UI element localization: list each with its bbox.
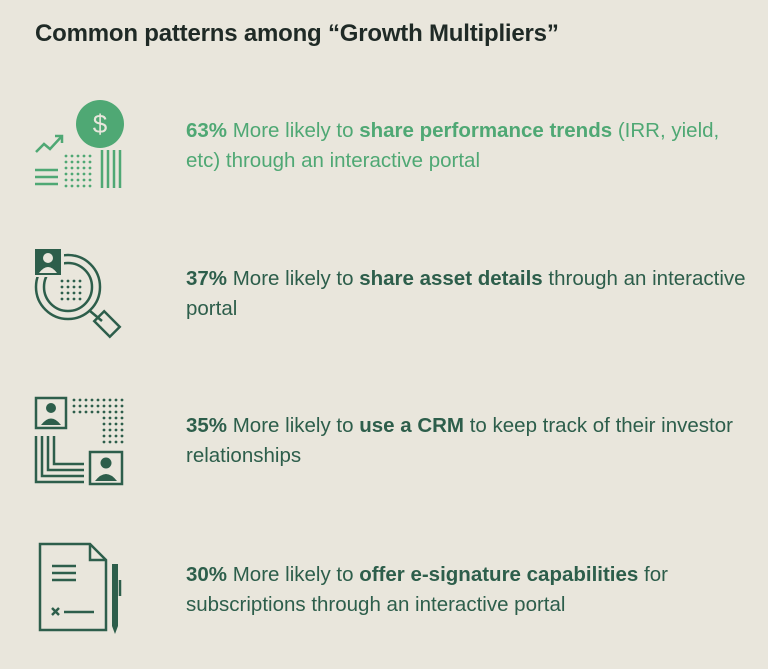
pattern-text-asset-details: 37% More likely to share asset details t… [186,264,746,324]
pattern-rest: (IRR, yield, etc) through an interactive… [186,119,720,172]
growth-dollar-chart-icon: $ [30,100,130,200]
crm-contacts-icon [30,392,130,492]
pattern-highlight: share asset details [359,267,543,290]
pattern-percent: 30% [186,563,228,586]
asset-search-magnifier-icon [30,245,130,345]
svg-text:$: $ [93,109,108,139]
pattern-lead: More likely to [232,414,354,437]
pattern-rest: for subscriptions through an interactive… [186,563,668,616]
pattern-text-e-signature: 30% More likely to offer e-signature cap… [186,560,746,620]
pattern-text-performance-trends: 63% More likely to share performance tre… [186,116,746,176]
pattern-lead: More likely to [232,267,354,290]
pattern-item-crm: 35% More likely to use a CRM to keep tra… [0,392,768,502]
pattern-item-asset-details: 37% More likely to share asset details t… [0,245,768,355]
pattern-text-crm: 35% More likely to use a CRM to keep tra… [186,411,746,471]
pattern-highlight: share performance trends [359,119,613,142]
pattern-highlight: use a CRM [359,414,465,437]
pattern-rest: through an interactive portal [186,267,746,320]
e-signature-document-icon [30,538,130,638]
pattern-item-performance-trends: $ [0,100,768,210]
pattern-highlight: offer e-signature capabilities [359,563,639,586]
page-title: Common patterns among “Growth Multiplier… [35,20,559,47]
pattern-lead: More likely to [232,119,354,142]
pattern-percent: 63% [186,119,228,142]
pattern-rest: to keep track of their investor relation… [186,414,733,467]
pattern-lead: More likely to [232,563,354,586]
pattern-item-e-signature: 30% More likely to offer e-signature cap… [0,538,768,648]
pattern-percent: 35% [186,414,228,437]
pattern-percent: 37% [186,267,228,290]
